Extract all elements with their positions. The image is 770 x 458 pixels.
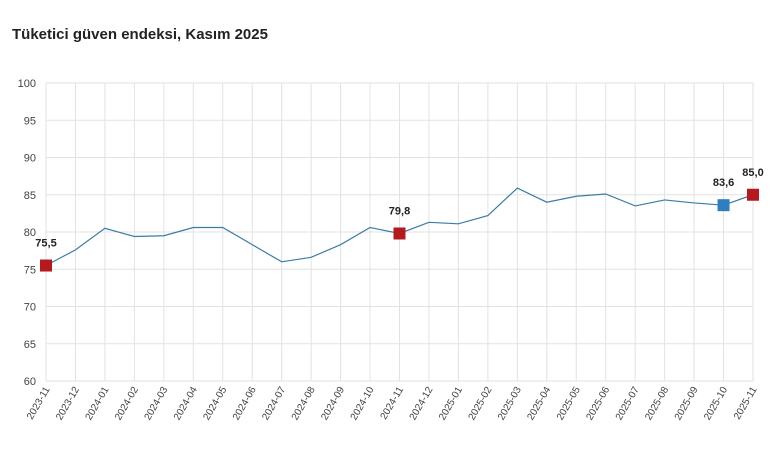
y-tick-label: 90 bbox=[24, 153, 36, 165]
x-tick-label: 2025-11 bbox=[732, 385, 760, 422]
data-label: 85,0 bbox=[742, 167, 763, 179]
y-tick-label: 80 bbox=[24, 227, 36, 239]
y-tick-label: 70 bbox=[24, 302, 36, 314]
highlight-marker bbox=[717, 199, 730, 212]
x-tick-label: 2023-12 bbox=[54, 385, 82, 423]
data-label: 79,8 bbox=[389, 205, 410, 217]
y-tick-label: 85 bbox=[24, 190, 36, 202]
x-tick-label: 2025-05 bbox=[555, 385, 583, 423]
x-tick-label: 2025-09 bbox=[673, 385, 701, 423]
x-tick-label: 2024-11 bbox=[379, 385, 407, 422]
y-tick-label: 100 bbox=[18, 78, 36, 90]
x-tick-label: 2024-09 bbox=[319, 385, 347, 423]
x-tick-label: 2025-10 bbox=[702, 385, 730, 423]
x-tick-label: 2025-06 bbox=[584, 385, 612, 423]
y-tick-label: 60 bbox=[24, 376, 36, 388]
x-tick-label: 2025-01 bbox=[437, 385, 465, 423]
x-tick-label: 2024-06 bbox=[231, 385, 259, 423]
x-tick-label: 2024-03 bbox=[143, 385, 171, 423]
data-label: 83,6 bbox=[713, 177, 734, 189]
y-tick-label: 75 bbox=[24, 264, 36, 276]
x-tick-label: 2025-03 bbox=[496, 385, 524, 423]
x-tick-label: 2024-10 bbox=[349, 385, 377, 423]
x-tick-label: 2024-08 bbox=[290, 385, 318, 423]
x-tick-label: 2024-12 bbox=[408, 385, 436, 423]
x-tick-label: 2025-08 bbox=[643, 385, 671, 423]
x-tick-label: 2024-02 bbox=[113, 385, 141, 423]
x-tick-label: 2023-11 bbox=[25, 385, 53, 422]
highlight-marker bbox=[40, 259, 52, 272]
x-tick-label: 2025-04 bbox=[526, 385, 554, 423]
x-tick-label: 2025-02 bbox=[467, 385, 495, 423]
x-tick-label: 2025-07 bbox=[614, 385, 642, 423]
x-tick-label: 2024-05 bbox=[201, 385, 229, 423]
y-tick-label: 95 bbox=[24, 115, 36, 127]
data-label: 75,5 bbox=[35, 238, 56, 250]
x-tick-label: 2024-07 bbox=[260, 385, 288, 423]
highlight-marker bbox=[393, 227, 406, 240]
y-tick-label: 65 bbox=[24, 339, 36, 351]
x-tick-label: 2024-04 bbox=[172, 385, 200, 423]
x-tick-label: 2024-01 bbox=[84, 385, 112, 423]
highlight-marker bbox=[747, 188, 759, 201]
chart-title: Tüketici güven endeksi, Kasım 2025 bbox=[12, 26, 268, 43]
